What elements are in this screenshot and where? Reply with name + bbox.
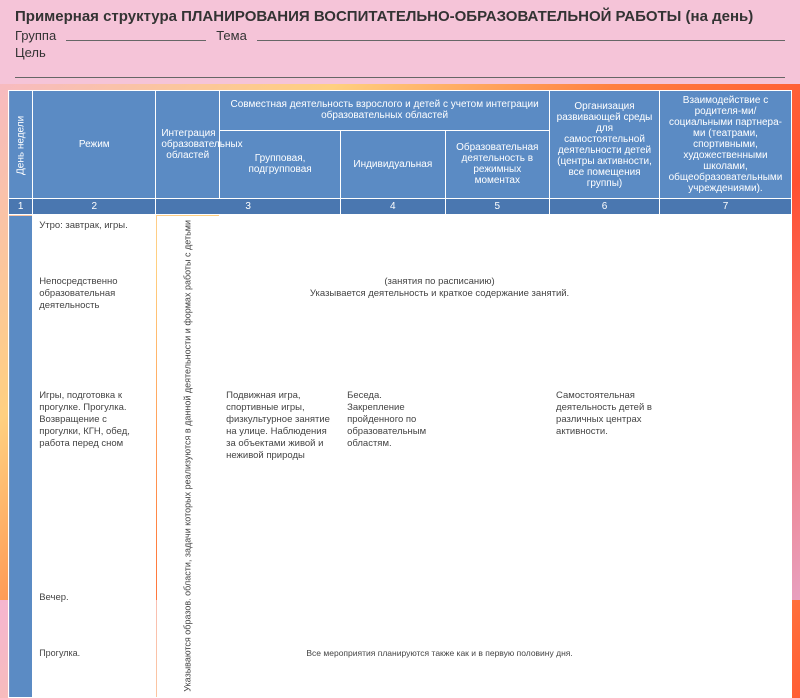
meta-goal: Цель: [15, 45, 785, 60]
col-day: День недели: [9, 91, 33, 199]
games-walk-env: Самостоятельная деятельность детей в раз…: [550, 385, 660, 587]
num-4: 4: [341, 199, 445, 215]
planning-table: День недели Режим Интеграция образовател…: [8, 90, 792, 698]
games-walk-conversation: Беседа. Закрепление пройденного по образ…: [341, 385, 445, 587]
row-morning: Утро: завтрак, игры.: [33, 215, 156, 271]
morning-env: [550, 215, 660, 271]
col-individual: Индивидуальная: [341, 130, 445, 198]
number-row: 1 2 3 4 5 6 7: [9, 199, 792, 215]
meta-group-theme: Группа Тема: [15, 28, 785, 43]
col-parents: Взаимодействие с родителя-ми/ социальным…: [660, 91, 792, 199]
theme-underline: [257, 28, 785, 41]
schedule-title: (занятия по расписанию): [226, 276, 653, 288]
row-walk2: Прогулка.: [33, 643, 156, 698]
schedule-note: Указывается деятельность и краткое содер…: [226, 288, 653, 300]
num-3: 3: [156, 199, 341, 215]
num-6: 6: [550, 199, 660, 215]
num-5: 5: [445, 199, 549, 215]
morning-group: [220, 215, 341, 271]
col-ed-in-regime: Образовательная деятельность в режимных …: [445, 130, 549, 198]
goal-label: Цель: [15, 45, 46, 60]
col-regime: Режим: [33, 91, 156, 199]
evening-regime: [445, 587, 549, 643]
row-direct-ed: Непосредственно образовательная деятельн…: [33, 271, 156, 385]
evening-individual: [341, 587, 445, 643]
group-underline: [66, 28, 206, 41]
col-environment: Организация развивающей среды для самост…: [550, 91, 660, 199]
evening-env: [550, 587, 660, 643]
games-walk-regime: [445, 385, 549, 587]
document-title: Примерная структура ПЛАНИРОВАНИЯ ВОСПИТА…: [15, 8, 785, 26]
group-label: Группа: [15, 28, 56, 43]
schedule-cell: (занятия по расписанию) Указывается деят…: [220, 271, 660, 385]
num-7: 7: [660, 199, 792, 215]
theme-label: Тема: [216, 28, 247, 43]
num-1: 1: [9, 199, 33, 215]
games-walk-group: Подвижная игра, спортивные игры, физкуль…: [220, 385, 341, 587]
num-2: 2: [33, 199, 156, 215]
planning-table-wrap: День недели Режим Интеграция образовател…: [0, 84, 800, 698]
morning-individual: [341, 215, 445, 271]
row-games-walk: Игры, подготовка к прогулке. Прогулка. В…: [33, 385, 156, 587]
col-joint-activity: Совместная деятельность взрослого и дете…: [220, 91, 550, 131]
goal-underline: [15, 62, 785, 78]
document-header: Примерная структура ПЛАНИРОВАНИЯ ВОСПИТА…: [0, 0, 800, 84]
morning-regime: [445, 215, 549, 271]
row-evening: Вечер.: [33, 587, 156, 643]
evening-group: [220, 587, 341, 643]
parents-cell: [660, 215, 792, 698]
day-sidebar: [9, 215, 33, 698]
integration-vertical: Указываются образов. области, задачи кот…: [156, 215, 220, 698]
footer-cell: Все мероприятия планируются также как и …: [220, 643, 660, 698]
col-integration: Интеграция образовательных областей: [156, 91, 220, 199]
